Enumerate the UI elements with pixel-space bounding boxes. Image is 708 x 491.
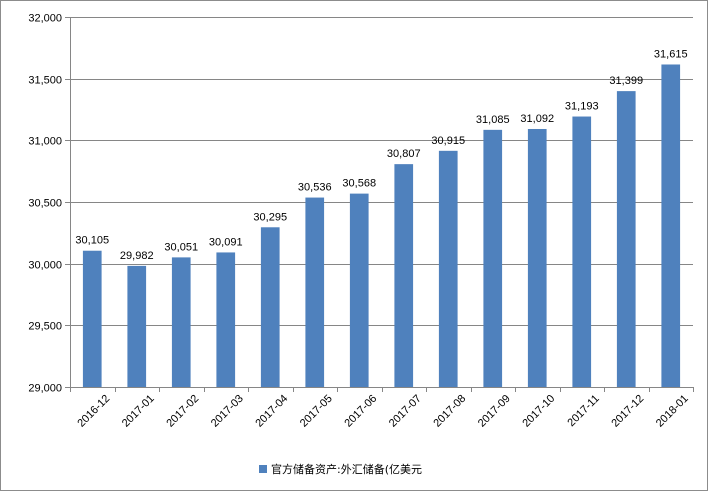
- y-tick-label: 31,500: [28, 75, 62, 87]
- data-label: 31,092: [520, 113, 554, 125]
- bar: [572, 116, 592, 387]
- data-label: 30,051: [164, 241, 198, 253]
- bars: [82, 64, 681, 388]
- data-label: 30,091: [209, 236, 243, 248]
- bar: [438, 150, 458, 387]
- x-tick-label: 2017-10: [520, 393, 557, 430]
- legend-label: 官方储备资产:外汇储备(亿美元: [271, 462, 422, 476]
- y-tick-label: 31,000: [28, 136, 62, 148]
- data-label: 31,399: [609, 75, 643, 87]
- y-tick-label: 30,500: [28, 198, 62, 210]
- x-tick-label: 2017-12: [609, 393, 646, 430]
- data-label: 30,105: [75, 235, 109, 247]
- x-tick-label: 2017-04: [253, 393, 290, 430]
- bar: [483, 129, 503, 387]
- y-tick-label: 32,000: [28, 13, 62, 25]
- bar: [82, 250, 102, 387]
- bar: [305, 197, 325, 387]
- x-tick-label: 2017-09: [476, 393, 513, 430]
- bar: [216, 252, 236, 387]
- data-label: 30,295: [253, 211, 287, 223]
- legend: 官方储备资产:外汇储备(亿美元: [259, 462, 422, 476]
- x-tick-label: 2017-11: [565, 393, 601, 429]
- data-label: 31,193: [565, 101, 599, 113]
- x-tick-label: 2017-03: [209, 393, 246, 430]
- x-tick-label: 2017-08: [431, 393, 468, 430]
- x-tick-label: 2017-07: [387, 393, 424, 430]
- data-label: 31,085: [476, 114, 510, 126]
- x-tick-label: 2017-06: [342, 393, 379, 430]
- y-tick-label: 30,000: [28, 260, 62, 272]
- bar: [661, 64, 681, 388]
- bar: [171, 257, 191, 387]
- x-tick-label: 2016-12: [75, 393, 112, 430]
- x-tick-label: 2017-01: [120, 393, 157, 430]
- bar: [616, 91, 636, 388]
- bar: [349, 193, 369, 387]
- y-tick-label: 29,500: [28, 321, 62, 333]
- x-tick-label: 2017-02: [164, 393, 201, 430]
- legend-swatch: [259, 465, 267, 473]
- data-label: 29,982: [120, 250, 154, 262]
- bar: [394, 164, 414, 387]
- x-tick-label: 2018-01: [654, 393, 691, 430]
- gridlines: [70, 17, 693, 388]
- data-label: 30,568: [342, 178, 376, 190]
- bar: [527, 128, 547, 387]
- bar: [127, 265, 147, 387]
- x-tick-label: 2017-05: [298, 393, 335, 430]
- y-tick-label: 29,000: [28, 383, 62, 395]
- data-label: 30,915: [431, 135, 465, 147]
- data-label: 30,536: [298, 182, 332, 194]
- data-label: 30,807: [387, 148, 421, 160]
- data-labels: 30,105 29,982 30,051 30,091 30,295 30,536 30,5…: [75, 48, 687, 261]
- data-label: 31,615: [654, 48, 688, 60]
- bar: [260, 227, 280, 387]
